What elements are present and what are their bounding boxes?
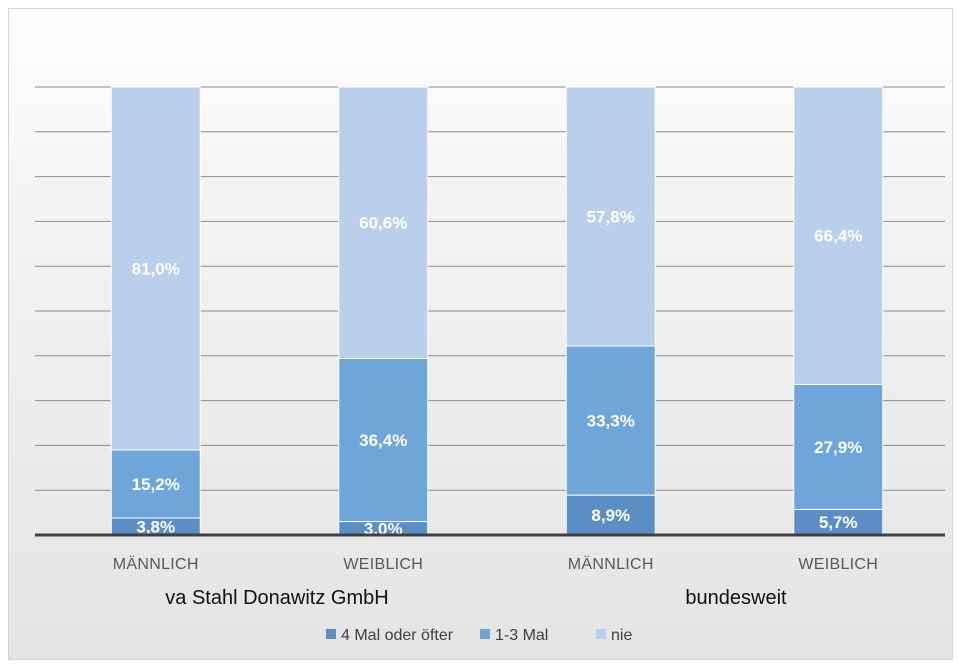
bars: 3,8%15,2%81,0%3,0%36,4%60,6%8,9%33,3%57,… [110,86,884,538]
legend-entry: nie [611,627,632,644]
data-label: 8,9% [591,506,630,525]
legend-swatch [596,629,606,639]
data-label: 3,8% [136,517,175,536]
data-label: 57,8% [587,207,635,226]
bar-segment [110,86,201,451]
data-label: 81,0% [132,259,180,278]
legend: 4 Mal oder öfter 1-3 Mal nie [326,627,632,644]
group-label: va Stahl Donawitz GmbH [165,587,388,609]
data-label: 27,9% [814,438,862,457]
bar-segment [565,86,656,347]
data-label: 15,2% [132,475,180,494]
legend-swatch [480,629,490,639]
legend-swatch [326,629,336,639]
bar-segment [338,86,429,359]
category-label: WEIBLICH [343,556,423,573]
group-labels: va Stahl Donawitz GmbH bundesweit [165,587,787,609]
category-label: WEIBLICH [798,556,878,573]
bar-segment [793,86,884,385]
data-label: 66,4% [814,227,862,246]
group-label: bundesweit [685,587,787,609]
bar-segment [565,345,656,496]
category-label: MÄNNLICH [568,555,654,573]
bar-segment [338,357,429,523]
category-labels: MÄNNLICH WEIBLICH MÄNNLICH WEIBLICH [113,555,878,573]
legend-entry: 1-3 Mal [495,627,548,644]
data-label: 36,4% [359,431,407,450]
data-label: 5,7% [819,513,858,532]
bar-segment [793,383,884,510]
legend-entry: 4 Mal oder öfter [341,627,454,644]
bar-segment [793,508,884,536]
data-label: 60,6% [359,214,407,233]
data-label: 33,3% [587,412,635,431]
category-label: MÄNNLICH [113,555,199,573]
